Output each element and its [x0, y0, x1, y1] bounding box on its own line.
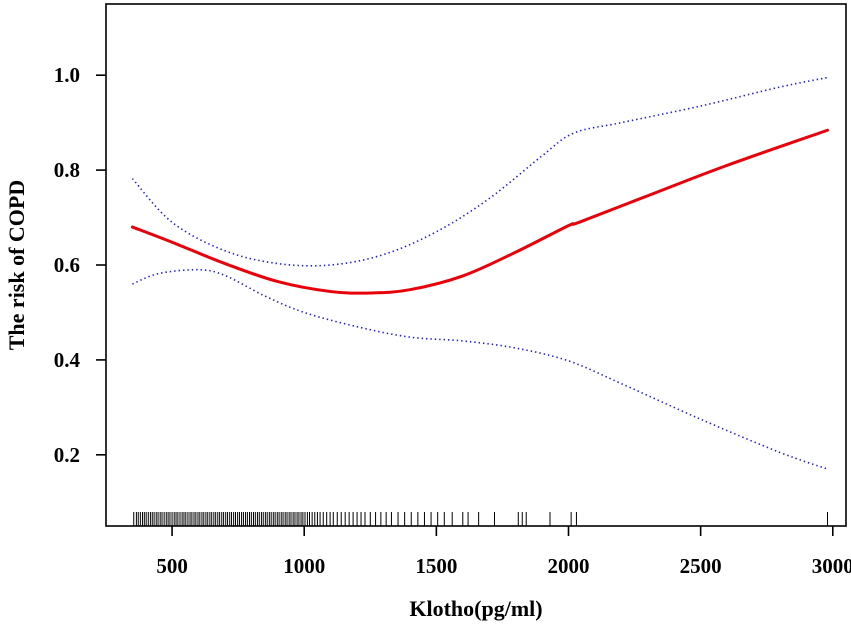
y-tick-label: 0.8 [54, 158, 80, 182]
y-tick-label: 0.6 [54, 253, 80, 277]
rug-layer [133, 512, 828, 526]
x-tick-label: 1500 [415, 554, 457, 578]
y-tick-label: 0.4 [54, 348, 81, 372]
plot-frame [105, 3, 847, 527]
x-tick-label: 2000 [548, 554, 590, 578]
y-axis: 0.2 0.4 0.6 0.8 1.0 [54, 63, 106, 467]
series-line-estimate [130, 128, 829, 295]
y-tick-label: 0.2 [54, 443, 80, 467]
series-line-lower-ci [132, 268, 828, 470]
x-tick-label: 1000 [283, 554, 325, 578]
y-tick-label: 1.0 [54, 63, 80, 87]
x-tick-label: 2500 [680, 554, 722, 578]
y-axis-title: The risk of COPD [4, 180, 29, 351]
series-line-upper-ci [131, 76, 828, 267]
series-layer [130, 76, 829, 470]
x-tick-label: 3000 [812, 554, 851, 578]
x-axis: 500 1000 1500 2000 2500 3000 [156, 526, 851, 578]
x-tick-label: 500 [156, 554, 188, 578]
x-axis-title: Klotho(pg/ml) [409, 596, 542, 621]
